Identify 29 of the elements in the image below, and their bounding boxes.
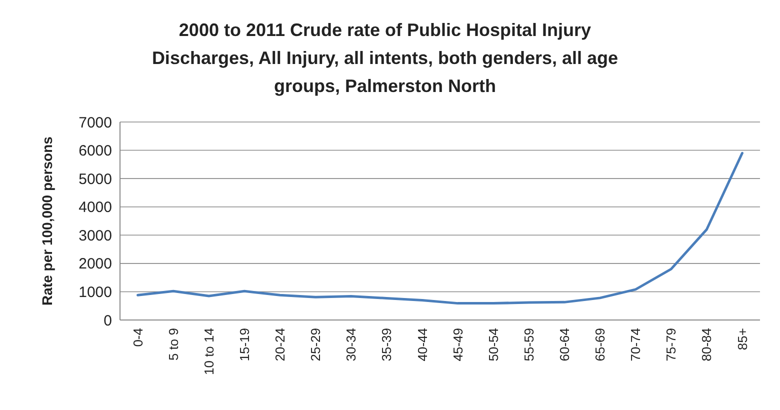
y-tick-label: 1000 (78, 284, 112, 301)
x-tick-label: 50-54 (486, 328, 501, 362)
x-tick-label: 25-29 (308, 328, 324, 362)
y-tick-label: 3000 (78, 227, 112, 244)
x-tick-label: 0-4 (130, 328, 146, 347)
x-tick-label: 80-84 (699, 328, 714, 362)
x-tick-label: 85+ (734, 328, 750, 350)
chart-title: 2000 to 2011 Crude rate of Public Hospital Injury Discharges, All Injury, all intents, both genders, all age groups, Palmerston North (152, 20, 618, 96)
x-tick-label: 30-34 (344, 328, 359, 362)
x-tick-label: 55-59 (521, 328, 536, 362)
line-series (136, 152, 744, 305)
y-tick-label: 6000 (78, 142, 112, 160)
y-tick-label: 2000 (78, 256, 112, 273)
x-tick-label: 65-69 (592, 328, 608, 362)
x-tick-label: 15-19 (236, 328, 252, 362)
x-tick-label: 35-39 (379, 328, 394, 362)
y-tick-label: 4000 (78, 199, 112, 216)
y-axis-title: Rate per 100,000 persons (39, 136, 55, 306)
y-tick-label: 7000 (78, 114, 112, 132)
y-tick-label: 0 (104, 312, 112, 330)
x-tick-label: 10 to 14 (201, 328, 216, 375)
x-tick-label: 20-24 (272, 328, 288, 362)
x-tick-label: 45-49 (450, 328, 466, 362)
x-tick-label: 70-74 (628, 328, 644, 362)
x-tick-label: 60-64 (556, 328, 572, 362)
x-tick-label: 5 to 9 (166, 328, 181, 361)
y-tick-label: 5000 (78, 170, 112, 188)
x-tick-label: 40-44 (414, 328, 430, 362)
x-tick-label: 75-79 (664, 328, 679, 362)
